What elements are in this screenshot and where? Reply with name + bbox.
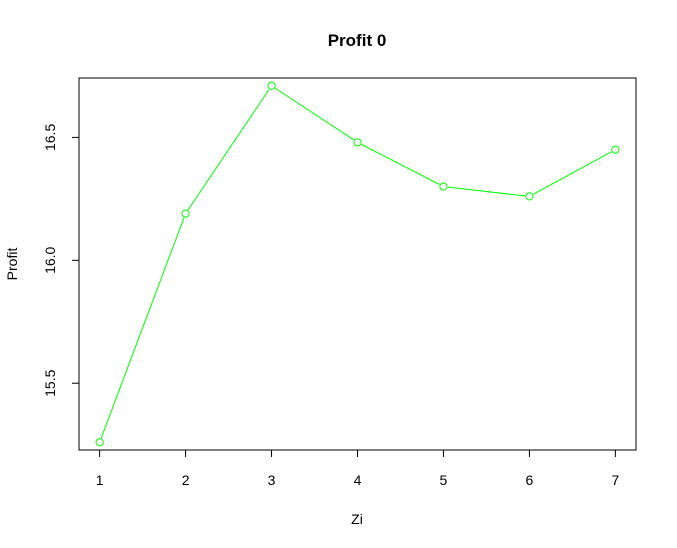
series-line-segment xyxy=(187,89,270,211)
series-layer xyxy=(95,81,620,447)
series-line-segment xyxy=(100,217,185,439)
y-tick-label: 16.0 xyxy=(42,246,58,273)
x-axis-label: Zi xyxy=(351,511,363,527)
series-line-segment xyxy=(275,87,355,141)
x-tick-label: 6 xyxy=(526,472,534,488)
x-tick-label: 2 xyxy=(182,472,190,488)
x-tick-label: 4 xyxy=(354,472,362,488)
data-point xyxy=(611,145,620,154)
data-point xyxy=(353,138,362,147)
data-point xyxy=(267,81,276,90)
x-axis: 1 2 3 4 5 6 7 xyxy=(96,449,619,488)
series-line-segment xyxy=(447,186,525,197)
data-point xyxy=(95,438,104,447)
data-point xyxy=(439,182,448,191)
x-tick-label: 5 xyxy=(440,472,448,488)
chart-title: Profit 0 xyxy=(328,31,387,50)
x-tick-label: 7 xyxy=(611,472,619,488)
series-line-segment xyxy=(361,143,440,185)
series-line-segment xyxy=(533,151,612,195)
y-tick-label: 16.5 xyxy=(42,124,58,151)
x-tick-label: 3 xyxy=(268,472,276,488)
y-axis-label: Profit xyxy=(4,248,20,281)
y-axis: 15.5 16.0 16.5 xyxy=(42,124,80,397)
plot-frame xyxy=(78,77,637,451)
data-point xyxy=(525,192,534,201)
x-tick-label: 1 xyxy=(96,472,104,488)
y-tick-label: 15.5 xyxy=(42,369,58,396)
data-point xyxy=(181,209,190,218)
